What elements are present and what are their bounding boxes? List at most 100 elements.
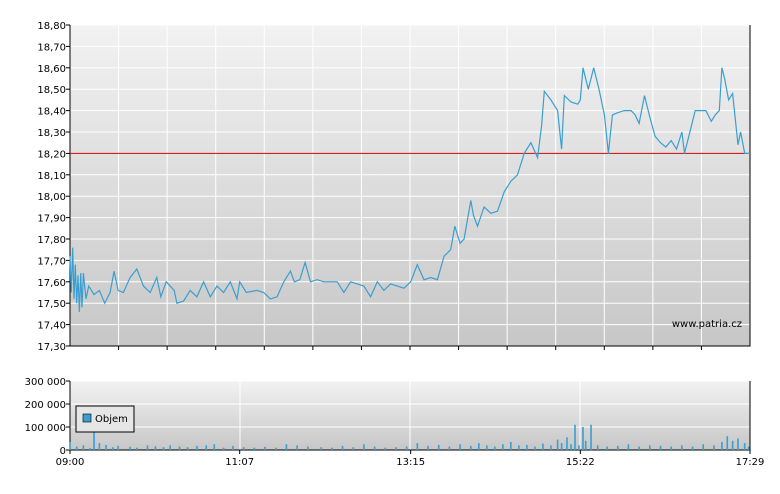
volume-bar [162, 447, 165, 450]
volume-bar [196, 445, 198, 450]
time-x-tick-label: 13:15 [396, 457, 425, 468]
volume-bar [659, 445, 662, 450]
time-x-tick-label: 11:07 [225, 457, 254, 468]
volume-bar [82, 445, 85, 450]
volume-bar [98, 443, 101, 450]
volume-bar [448, 446, 451, 450]
volume-bar [670, 446, 672, 450]
volume-bar [384, 447, 387, 450]
price-y-tick-label: 18,70 [37, 42, 66, 53]
volume-bar [274, 447, 277, 450]
volume-bar [681, 445, 683, 450]
volume-bar [395, 447, 397, 450]
volume-bar [747, 446, 750, 450]
volume-bar [169, 445, 171, 450]
volume-bar [638, 446, 640, 450]
volume-bar [75, 446, 78, 450]
volume-bar [296, 445, 298, 450]
volume-bar [518, 445, 520, 450]
volume-bar [582, 427, 584, 450]
time-x-tick-label: 09:00 [56, 457, 85, 468]
volume-bar [743, 443, 746, 450]
volume-y-tick-label: 0 [60, 446, 66, 457]
watermark: www.patria.cz [672, 319, 742, 330]
volume-bar [510, 441, 512, 450]
price-y-tick-label: 17,30 [37, 342, 66, 353]
volume-y-axis: 0 100 000 200 000 300 000 [25, 377, 70, 457]
volume-y-tick-label: 200 000 [25, 400, 66, 411]
volume-bar [341, 445, 344, 450]
volume-bar [105, 444, 107, 450]
volume-bar [731, 440, 734, 450]
price-y-tick-label: 17,40 [37, 321, 66, 332]
volume-bar [713, 445, 715, 450]
price-grid [69, 24, 751, 350]
time-x-tick-label: 15:22 [566, 457, 595, 468]
volume-bar [459, 444, 461, 450]
volume-bar [542, 443, 544, 450]
volume-bar [526, 444, 528, 450]
volume-bar [486, 445, 488, 450]
legend-swatch [82, 413, 92, 423]
volume-bar [721, 441, 723, 450]
volume-bar [232, 445, 234, 450]
volume-bar [320, 447, 322, 450]
volume-bar [574, 424, 576, 450]
volume-axis-frame [69, 381, 751, 451]
volume-bar [154, 446, 157, 450]
volume-bar [494, 446, 496, 450]
volume-bar [405, 446, 408, 450]
volume-bar [186, 447, 189, 450]
volume-bar [550, 445, 552, 450]
price-y-tick-label: 18,80 [37, 21, 66, 32]
price-y-tick-label: 17,60 [37, 278, 66, 289]
volume-bar [363, 444, 365, 450]
volume-bar [570, 444, 572, 450]
volume-grid [69, 380, 751, 451]
price-series-line [69, 67, 750, 312]
volume-bar [437, 444, 440, 450]
volume-bar [306, 446, 309, 450]
volume-bar [534, 446, 536, 450]
volume-bar [691, 446, 694, 450]
price-y-tick-label: 17,80 [37, 235, 66, 246]
volume-bar [566, 437, 568, 450]
volume-bars [69, 424, 750, 450]
volume-bar [213, 444, 216, 450]
volume-bar [331, 447, 333, 450]
volume-bar [627, 444, 630, 450]
volume-bar [702, 444, 705, 450]
volume-bar [737, 438, 739, 450]
price-y-tick-label: 18,00 [37, 192, 66, 203]
volume-bar [560, 443, 563, 450]
volume-y-tick-label: 300 000 [25, 377, 66, 388]
price-y-tick-label: 18,30 [37, 128, 66, 139]
volume-bar [590, 424, 592, 450]
volume-bar [578, 445, 580, 450]
volume-bar [726, 436, 729, 450]
volume-bar [111, 447, 114, 450]
volume-bar [649, 445, 651, 450]
volume-bar [135, 447, 138, 450]
volume-bar [352, 447, 355, 450]
volume-bar [606, 446, 608, 450]
price-y-tick-label: 17,50 [37, 299, 66, 310]
volume-bar [556, 439, 559, 450]
volume-bar [129, 446, 131, 450]
volume-bar [616, 445, 619, 450]
volume-bar [469, 445, 472, 450]
price-y-axis: 17,30 17,40 17,50 17,60 17,70 17,80 17,90 18,00… [37, 21, 70, 353]
price-y-tick-label: 18,50 [37, 85, 66, 96]
volume-bar [178, 446, 181, 450]
volume-bar [416, 443, 419, 450]
legend-label: Objem [95, 414, 128, 425]
volume-bar [146, 445, 149, 450]
volume-bar [242, 447, 245, 450]
price-y-tick-label: 18,60 [37, 64, 66, 75]
volume-bar [285, 444, 288, 450]
volume-bar [584, 440, 587, 450]
price-y-tick-label: 18,10 [37, 171, 66, 182]
volume-bar [264, 446, 266, 450]
